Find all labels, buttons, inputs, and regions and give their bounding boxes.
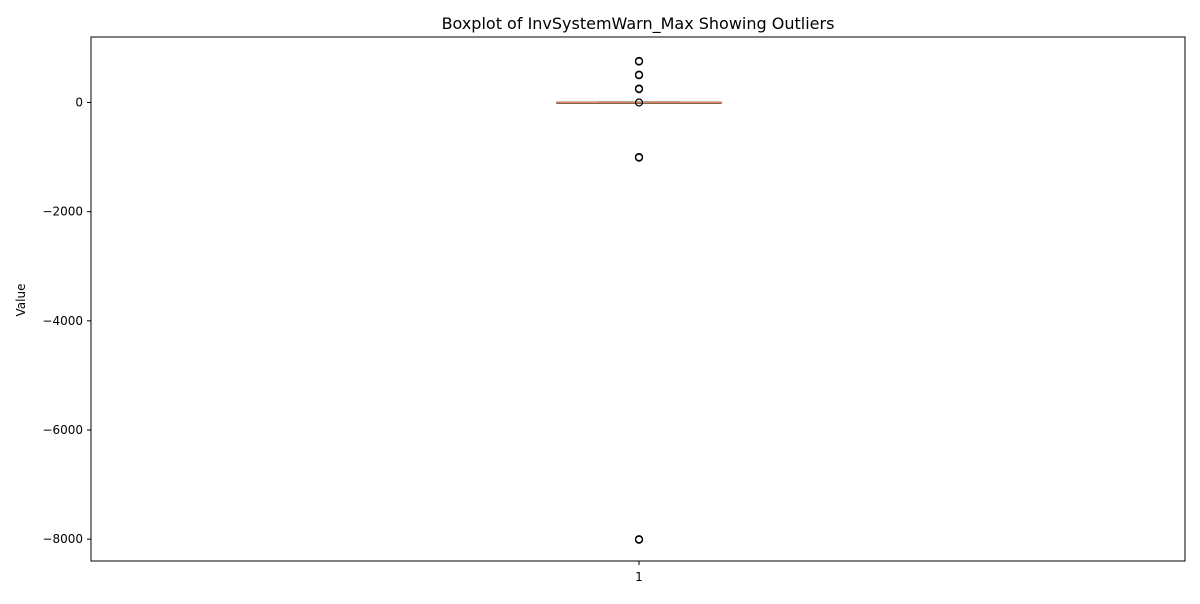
outlier-point <box>634 57 644 66</box>
x-tick-label: 1 <box>635 570 643 584</box>
chart-title: Boxplot of InvSystemWarn_Max Showing Out… <box>442 14 835 34</box>
y-tick-label: 0 <box>75 96 83 110</box>
plot-frame <box>90 36 1186 562</box>
outlier-point <box>634 535 644 544</box>
outlier-point <box>634 85 644 94</box>
outlier-point <box>634 71 644 80</box>
y-tick-label: −4000 <box>42 314 83 328</box>
plot-area: 0 −2000 −4000 −6000 −8000 1 <box>42 36 1186 584</box>
outlier-point <box>634 98 644 107</box>
y-axis-label: Value <box>14 284 28 317</box>
outlier-point <box>634 153 644 162</box>
y-tick-label: −6000 <box>42 423 83 437</box>
y-tick-label: −8000 <box>42 532 83 546</box>
y-tick-label: −2000 <box>42 205 83 219</box>
